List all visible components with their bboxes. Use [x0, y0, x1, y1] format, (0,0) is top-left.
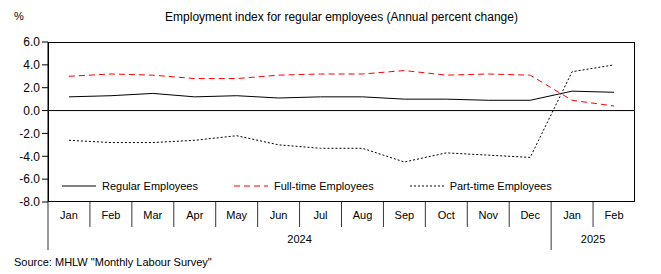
- svg-text:Feb: Feb: [605, 209, 624, 221]
- svg-text:-2.0: -2.0: [19, 127, 40, 141]
- svg-text:Jun: Jun: [270, 209, 288, 221]
- svg-text:Nov: Nov: [478, 209, 498, 221]
- svg-text:Dec: Dec: [520, 209, 540, 221]
- svg-text:Oct: Oct: [438, 209, 455, 221]
- html-text:Employment index for regular e: Employment index for regular employees (…: [165, 10, 518, 24]
- svg-text:0.0: 0.0: [23, 104, 40, 118]
- svg-text:-8.0: -8.0: [19, 195, 40, 209]
- html-text:Source: MHLW "Monthly Labour S: Source: MHLW "Monthly Labour Survey": [14, 256, 212, 268]
- html-text:Regular Employees: Regular Employees: [102, 180, 198, 192]
- svg-text:Apr: Apr: [186, 209, 203, 221]
- svg-text:-6.0: -6.0: [19, 172, 40, 186]
- svg-text:Feb: Feb: [101, 209, 120, 221]
- html-text:Full-time Employees: Full-time Employees: [274, 180, 374, 192]
- svg-text:Aug: Aug: [353, 209, 373, 221]
- svg-text:Sep: Sep: [395, 209, 415, 221]
- svg-text:6.0: 6.0: [23, 35, 40, 49]
- svg-text:Jan: Jan: [563, 209, 581, 221]
- svg-text:2024: 2024: [287, 233, 311, 245]
- html-text:Part-time Employees: Part-time Employees: [449, 180, 552, 192]
- svg-text:4.0: 4.0: [23, 58, 40, 72]
- svg-text:2.0: 2.0: [23, 81, 40, 95]
- svg-text:May: May: [226, 209, 247, 221]
- svg-text:Jan: Jan: [60, 209, 78, 221]
- svg-text:-4.0: -4.0: [19, 150, 40, 164]
- svg-text:Jul: Jul: [314, 209, 328, 221]
- svg-text:Mar: Mar: [143, 209, 162, 221]
- svg-text:2025: 2025: [581, 233, 605, 245]
